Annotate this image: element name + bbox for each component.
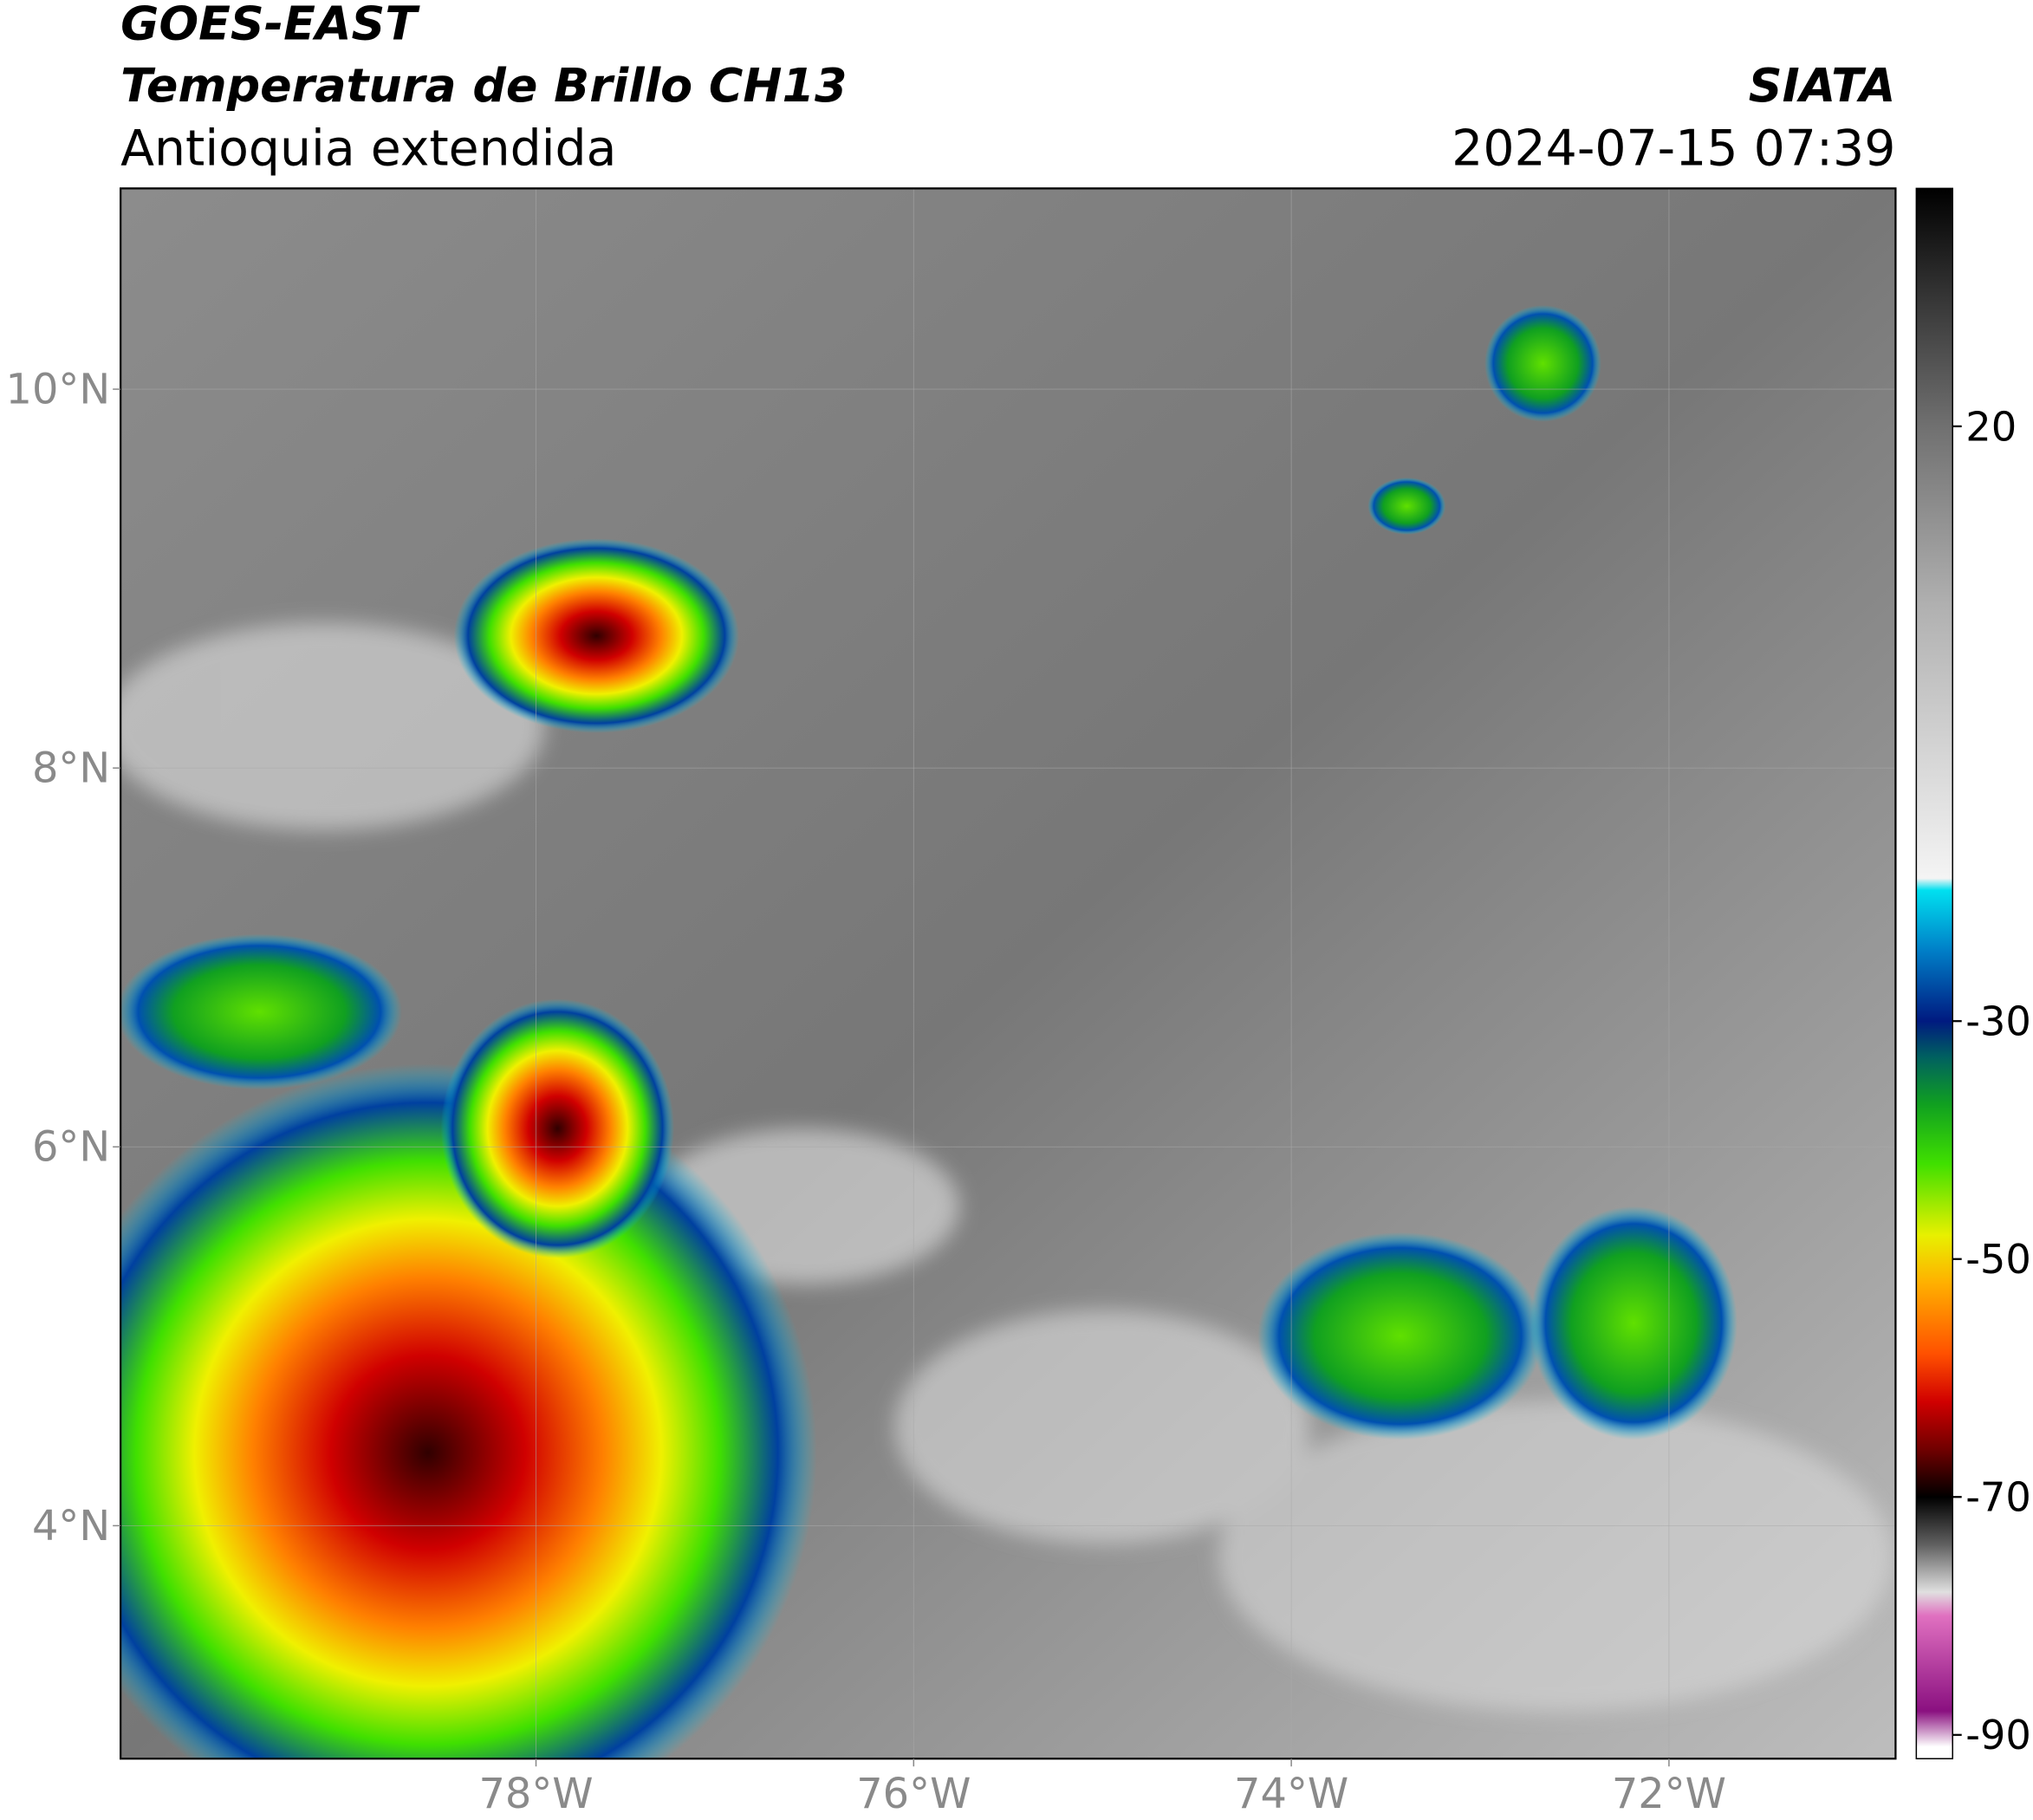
colorbar-tick-label: 20 xyxy=(1965,403,2017,450)
y-tick-label: 4°N xyxy=(32,1503,110,1550)
subtitle: Temperatura de Brillo CH13 xyxy=(120,58,847,113)
y-tick-label: 10°N xyxy=(6,367,111,414)
y-tick-label: 6°N xyxy=(32,1124,110,1172)
x-tick-label: 76°W xyxy=(856,1771,971,1818)
x-tick-label: 78°W xyxy=(478,1771,593,1818)
x-tick-label: 72°W xyxy=(1612,1771,1726,1818)
grid xyxy=(120,188,1896,1759)
x-tick-label: 74°W xyxy=(1234,1771,1348,1818)
colorbar-tick-label: -30 xyxy=(1965,998,2031,1045)
colorbar xyxy=(1915,187,1953,1759)
title: GOES-EAST xyxy=(120,0,420,50)
colorbar-tick-label: -70 xyxy=(1965,1474,2031,1521)
source: SIATA xyxy=(1749,58,1896,113)
colorbar-tick-label: -90 xyxy=(1965,1712,2031,1758)
colorbar-tick-label: -50 xyxy=(1965,1236,2031,1283)
satellite-image xyxy=(120,188,1896,1759)
map-frame xyxy=(120,187,1897,1760)
y-tick-label: 8°N xyxy=(32,745,110,793)
datetime: 2024-07-15 07:39 xyxy=(1452,120,1895,177)
region: Antioquia extendida xyxy=(120,120,616,177)
